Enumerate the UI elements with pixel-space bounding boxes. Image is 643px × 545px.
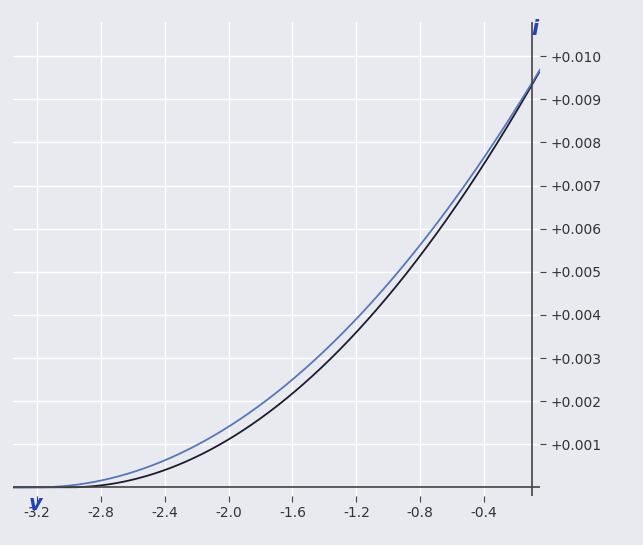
Text: v: v [29, 494, 42, 514]
Text: i: i [532, 19, 539, 39]
